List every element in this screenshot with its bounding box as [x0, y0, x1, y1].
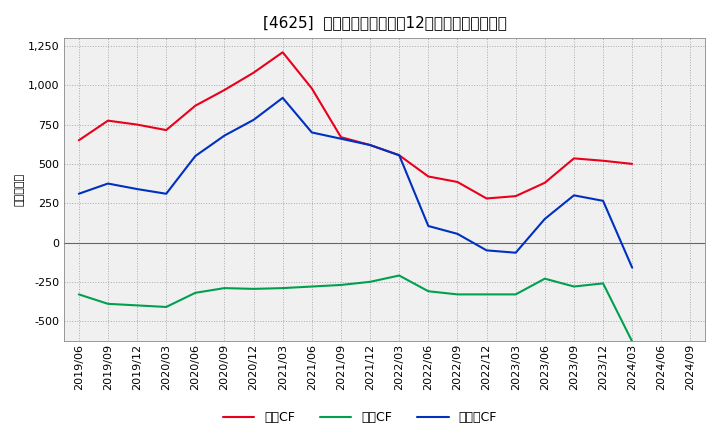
- フリーCF: [132, 187, 141, 192]
- フリーCF: [541, 216, 549, 222]
- フリーCF: [366, 143, 374, 148]
- Line: フリーCF: フリーCF: [78, 98, 632, 268]
- フリーCF: [453, 231, 462, 236]
- Line: 営業CF: 営業CF: [78, 52, 632, 198]
- フリーCF: [104, 181, 112, 186]
- 投資CF: [511, 292, 520, 297]
- Legend: 営業CF, 投資CF, フリーCF: 営業CF, 投資CF, フリーCF: [218, 407, 502, 429]
- 投資CF: [249, 286, 258, 292]
- フリーCF: [249, 117, 258, 122]
- 営業CF: [628, 161, 636, 166]
- Line: 投資CF: 投資CF: [78, 275, 632, 341]
- 投資CF: [132, 303, 141, 308]
- フリーCF: [628, 265, 636, 270]
- フリーCF: [337, 136, 346, 141]
- 営業CF: [337, 135, 346, 140]
- 営業CF: [395, 153, 403, 158]
- 営業CF: [482, 196, 491, 201]
- 投資CF: [628, 339, 636, 344]
- 営業CF: [307, 86, 316, 91]
- 投資CF: [104, 301, 112, 307]
- 投資CF: [541, 276, 549, 281]
- 営業CF: [249, 70, 258, 75]
- 営業CF: [570, 156, 578, 161]
- 投資CF: [453, 292, 462, 297]
- 営業CF: [453, 180, 462, 185]
- 営業CF: [220, 88, 229, 93]
- 投資CF: [191, 290, 199, 295]
- 営業CF: [541, 180, 549, 185]
- フリーCF: [599, 198, 608, 203]
- 営業CF: [366, 143, 374, 148]
- Y-axis label: （百万円）: （百万円）: [15, 173, 25, 206]
- 営業CF: [74, 138, 83, 143]
- 営業CF: [599, 158, 608, 163]
- フリーCF: [74, 191, 83, 196]
- 投資CF: [395, 273, 403, 278]
- 営業CF: [511, 194, 520, 199]
- 投資CF: [599, 281, 608, 286]
- Title: [4625]  キャッシュフローの12か月移動合計の推移: [4625] キャッシュフローの12か月移動合計の推移: [263, 15, 507, 30]
- 投資CF: [337, 282, 346, 288]
- 投資CF: [482, 292, 491, 297]
- フリーCF: [162, 191, 171, 196]
- 投資CF: [307, 284, 316, 289]
- フリーCF: [570, 193, 578, 198]
- 営業CF: [162, 128, 171, 133]
- 投資CF: [220, 286, 229, 291]
- フリーCF: [482, 248, 491, 253]
- フリーCF: [395, 153, 403, 158]
- フリーCF: [191, 154, 199, 159]
- フリーCF: [279, 95, 287, 100]
- 投資CF: [162, 304, 171, 310]
- 投資CF: [74, 292, 83, 297]
- フリーCF: [307, 130, 316, 135]
- 投資CF: [424, 289, 433, 294]
- 営業CF: [132, 122, 141, 127]
- 営業CF: [279, 50, 287, 55]
- 投資CF: [279, 286, 287, 291]
- フリーCF: [424, 224, 433, 229]
- 営業CF: [104, 118, 112, 123]
- 投資CF: [570, 284, 578, 289]
- フリーCF: [220, 133, 229, 138]
- 営業CF: [424, 174, 433, 179]
- 投資CF: [366, 279, 374, 284]
- フリーCF: [511, 250, 520, 255]
- 営業CF: [191, 103, 199, 108]
